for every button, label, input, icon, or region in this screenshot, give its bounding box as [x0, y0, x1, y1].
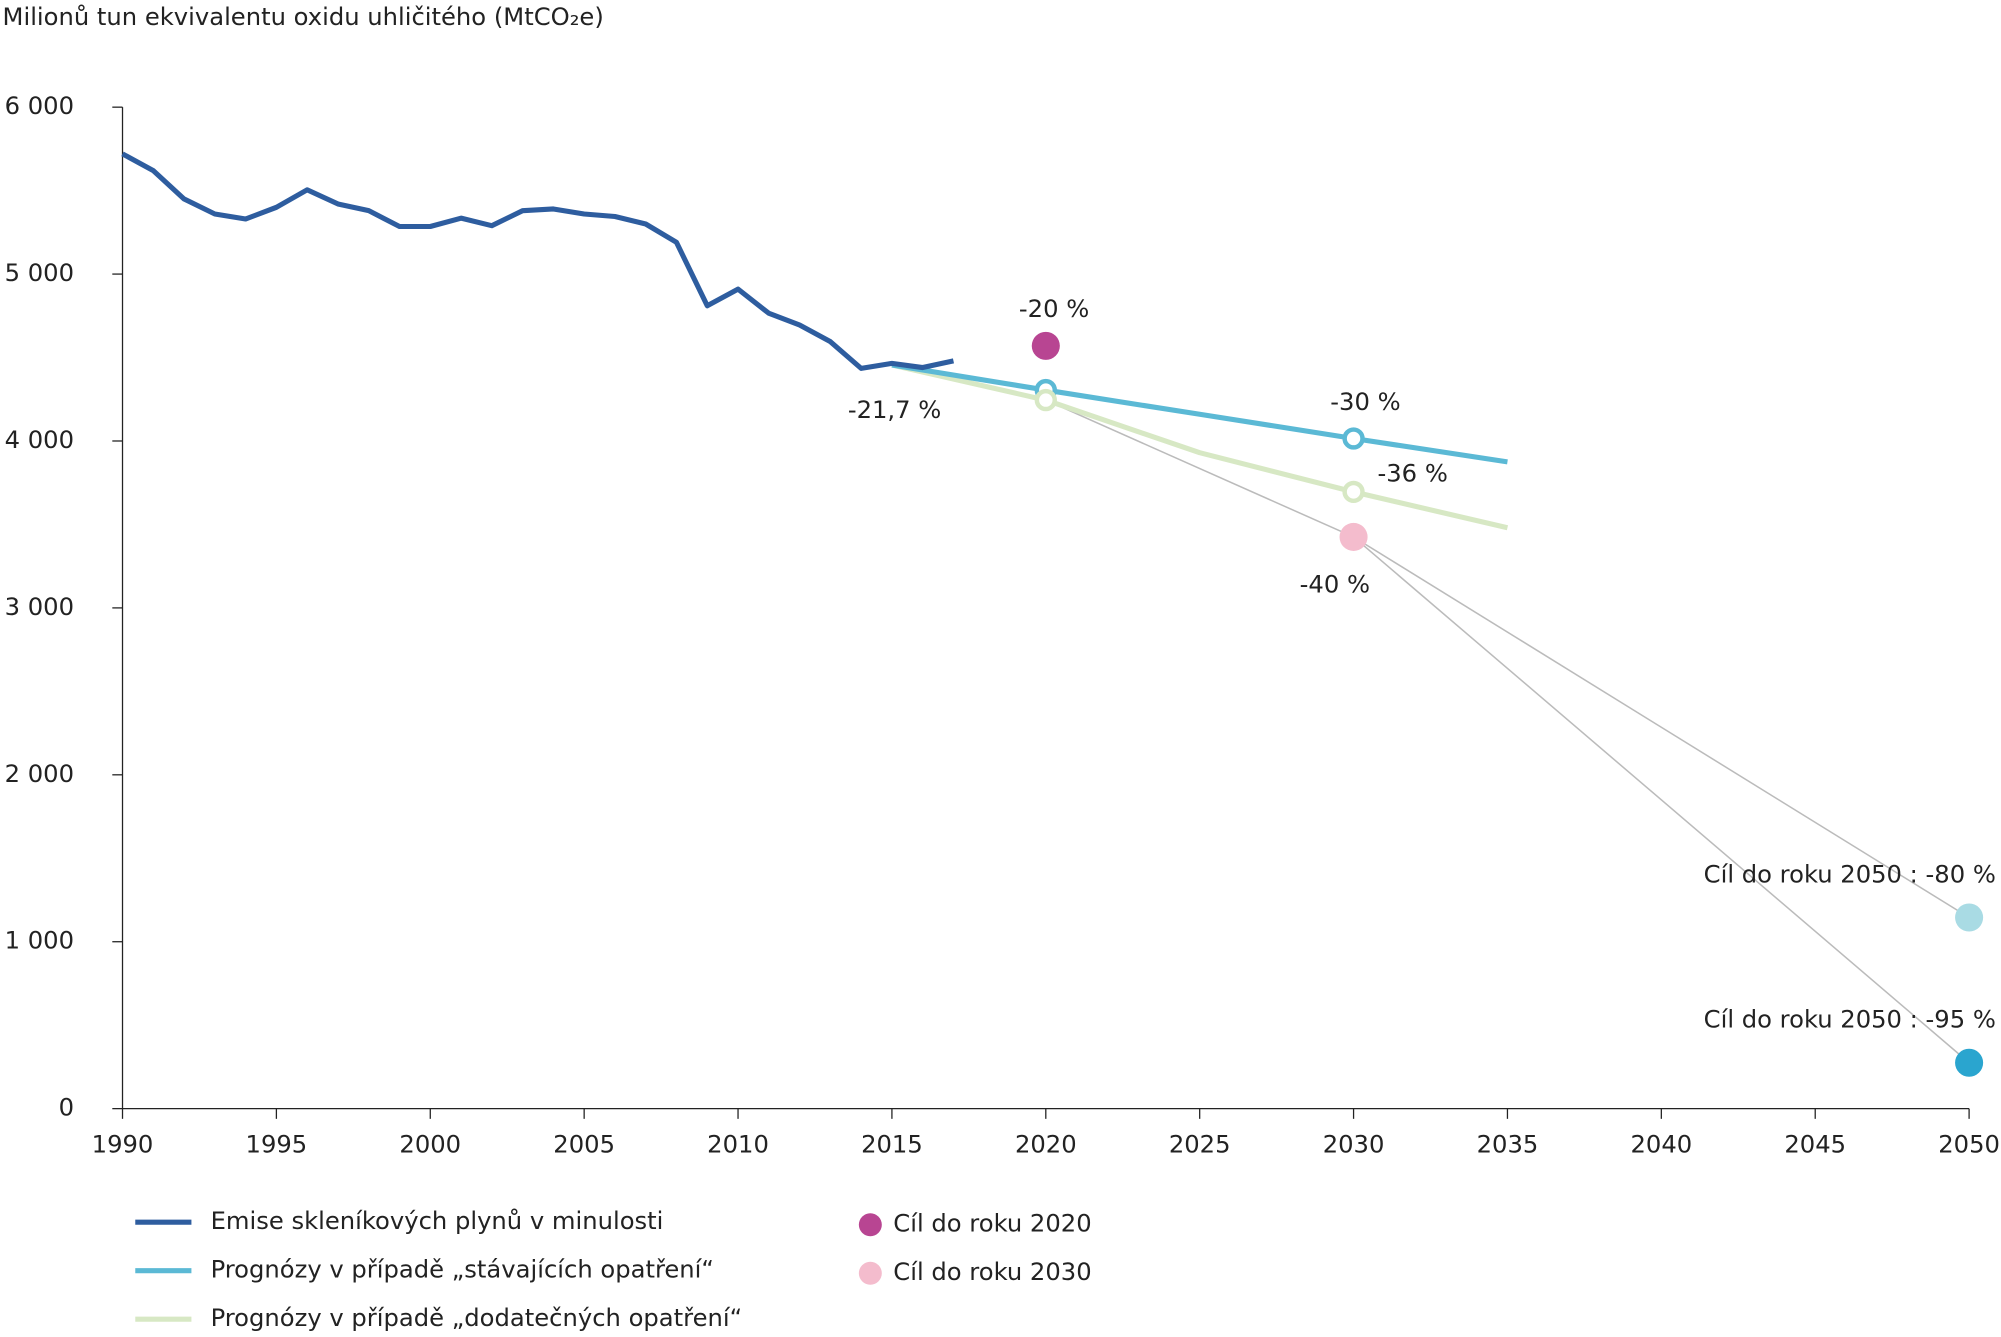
series-line [891, 362, 1508, 465]
x-tick-label: 2050 [1938, 1130, 2000, 1159]
projection-marker [1342, 480, 1365, 504]
y-tick-label: 1 000 [5, 926, 74, 955]
legend-label: Prognózy v případě „dodatečných opatření… [211, 1303, 743, 1332]
y-tick-label: 5 000 [5, 258, 74, 287]
y-tick-label: 4 000 [5, 425, 74, 454]
x-tick-label: 2025 [1169, 1130, 1231, 1159]
target-marker [1339, 522, 1368, 551]
target-2050-label: Cíl do roku 2050 : -95 % [1704, 1005, 1996, 1034]
guide-line [1353, 536, 1970, 1064]
x-tick-label: 2045 [1784, 1130, 1846, 1159]
annotation: -40 % [1300, 570, 1370, 599]
projection-marker [1342, 427, 1365, 450]
y-tick-label: 6 000 [5, 91, 74, 120]
y-tick-label: 2 000 [5, 759, 74, 788]
chart-title: Milionů tun ekvivalentu oxidu uhličitého… [3, 2, 604, 31]
legend-swatch [858, 1213, 882, 1237]
x-tick-label: 1990 [92, 1130, 154, 1159]
legend-label: Emise skleníkových plynů v minulosti [211, 1206, 664, 1235]
annotation: -21,7 % [848, 395, 941, 424]
x-tick-label: 2020 [1015, 1130, 1077, 1159]
series-line [121, 151, 955, 371]
target-2050-marker [1955, 903, 1984, 932]
legend-label: Prognózy v případě „stávajících opatření… [211, 1255, 714, 1284]
guide-line [1045, 399, 1354, 538]
x-tick-label: 2040 [1630, 1130, 1692, 1159]
y-tick-label: 3 000 [5, 592, 74, 621]
target-marker [1031, 331, 1060, 360]
legend-swatch [858, 1261, 882, 1285]
x-tick-label: 2030 [1323, 1130, 1385, 1159]
x-tick-label: 2015 [861, 1130, 923, 1159]
x-tick-label: 1995 [246, 1130, 308, 1159]
guide-line [1353, 536, 1970, 919]
x-tick-label: 2000 [399, 1130, 461, 1159]
series-line [891, 362, 1509, 531]
legend-label: Cíl do roku 2030 [893, 1257, 1091, 1286]
x-tick-label: 2005 [553, 1130, 615, 1159]
annotation: -30 % [1330, 387, 1400, 416]
legend-label: Cíl do roku 2020 [893, 1209, 1091, 1238]
projection-marker [1034, 388, 1057, 412]
y-tick-label: 0 [59, 1093, 74, 1122]
annotation: -20 % [1019, 294, 1089, 323]
x-tick-label: 2035 [1477, 1130, 1539, 1159]
target-2050-label: Cíl do roku 2050 : -80 % [1704, 859, 1996, 888]
target-2050-marker [1955, 1048, 1984, 1077]
annotation: -36 % [1378, 459, 1448, 488]
x-tick-label: 2010 [707, 1130, 769, 1159]
